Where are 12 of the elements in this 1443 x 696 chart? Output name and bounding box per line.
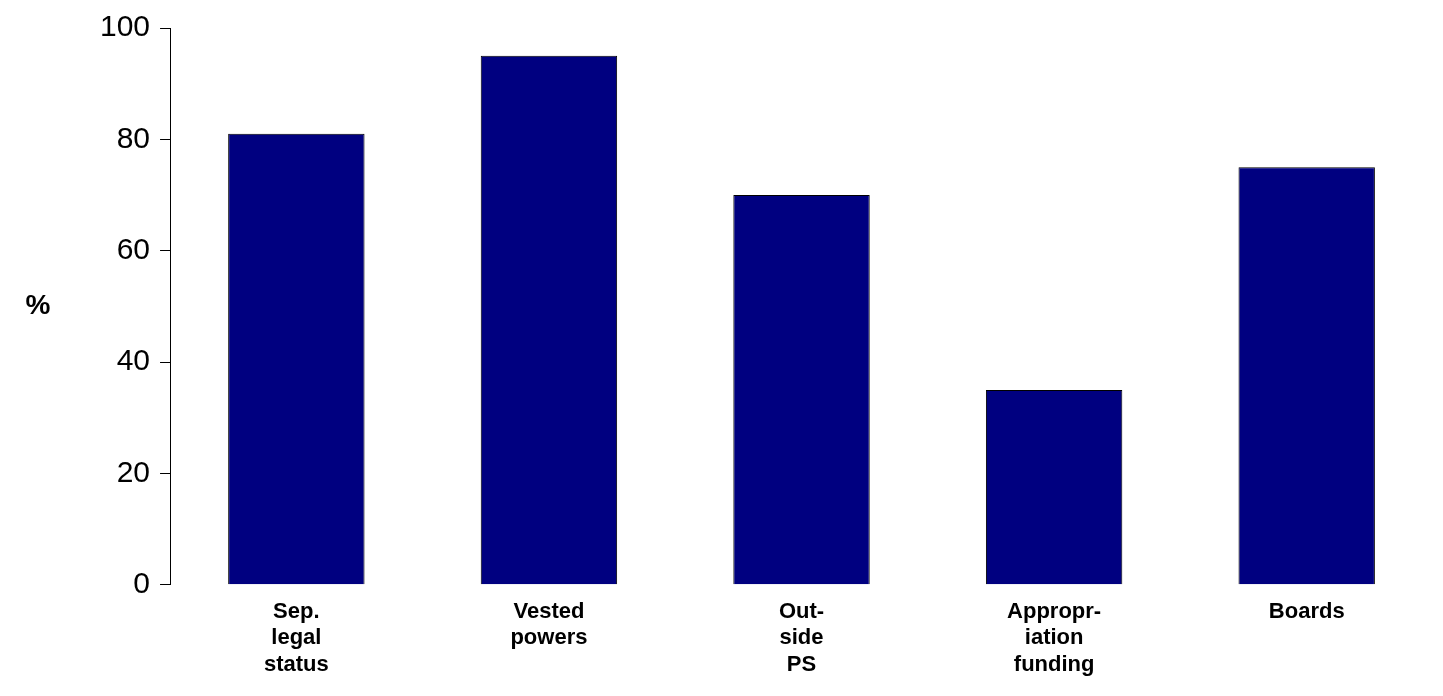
y-axis-title: % <box>25 289 51 321</box>
y-tick-label: 80 <box>116 120 151 154</box>
x-tick-label: Boards <box>1268 598 1345 624</box>
x-tick-label: Out-side PS <box>778 598 825 676</box>
y-tick-label: 20 <box>116 454 151 488</box>
x-tick-label: Sep. legal status <box>263 598 329 676</box>
y-tick-label: 0 <box>133 566 151 600</box>
x-tick-label: Appropr-iation funding <box>1007 598 1102 676</box>
y-tick-label: 60 <box>116 231 151 265</box>
x-tick-label: Vested powers <box>510 598 588 650</box>
y-tick-label: 40 <box>116 343 151 377</box>
y-tick-label: 100 <box>99 9 151 43</box>
